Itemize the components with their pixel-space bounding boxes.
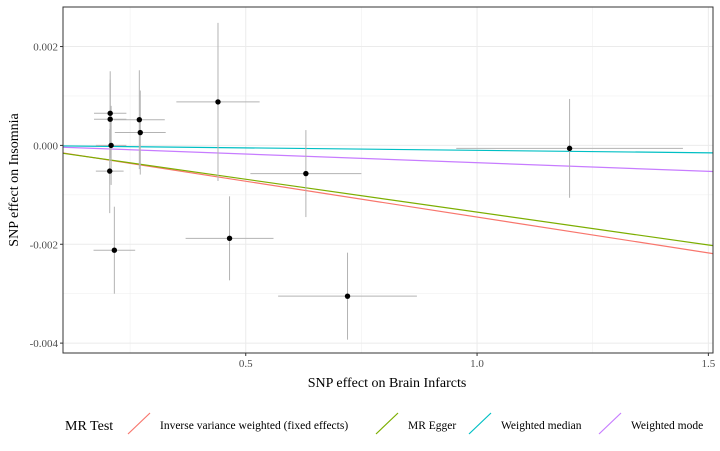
regression-line-1 xyxy=(63,152,713,247)
y-tick-label: 0.002 xyxy=(33,42,58,54)
x-axis-title: SNP effect on Brain Infarcts xyxy=(308,376,467,391)
x-tick-label: 1.0 xyxy=(470,358,484,370)
y-axis-title: SNP effect on Insomnia xyxy=(7,113,22,247)
plot-panel xyxy=(63,7,713,353)
regression-line-3 xyxy=(63,146,713,173)
panel-border-rect xyxy=(62,6,714,354)
legend-key-1 xyxy=(375,412,399,435)
legend-title: MR Test xyxy=(65,419,113,434)
y-tick-label: -0.004 xyxy=(30,338,59,350)
legend: MR Test Inverse variance weighted (fixed… xyxy=(65,412,703,435)
data-point-6 xyxy=(137,129,143,136)
data-point-3 xyxy=(107,168,113,174)
legend-key-3 xyxy=(598,412,622,435)
legend-label-2: Weighted median xyxy=(501,420,582,432)
x-tick-label: 0.5 xyxy=(239,358,253,370)
regression-lines xyxy=(63,145,713,255)
data-point-2 xyxy=(108,142,114,149)
legend-label-1: MR Egger xyxy=(408,420,456,432)
data-point-1 xyxy=(107,116,113,122)
data-point-7 xyxy=(215,99,221,105)
y-tick-label: -0.002 xyxy=(30,239,58,251)
data-point-0 xyxy=(107,110,113,116)
data-point-9 xyxy=(303,170,309,177)
data-point-8 xyxy=(226,235,233,242)
data-point-5 xyxy=(136,116,143,123)
data-point-11 xyxy=(566,145,573,152)
data-point-10 xyxy=(344,293,351,299)
legend-key-2 xyxy=(468,412,492,435)
panel-border xyxy=(62,6,714,354)
grid-lines xyxy=(63,7,713,353)
data-point-4 xyxy=(111,247,118,253)
legend-label-0: Inverse variance weighted (fixed effects… xyxy=(160,420,348,432)
x-tick-label: 1.5 xyxy=(701,358,715,370)
regression-line-2 xyxy=(63,145,713,154)
legend-label-3: Weighted mode xyxy=(631,420,703,432)
panel-background xyxy=(63,7,713,353)
legend-key-0 xyxy=(127,412,151,435)
y-tick-label: 0.000 xyxy=(33,140,58,152)
axes: 0.5 1.0 1.5 -0.004 -0.002 0.000 0.002 xyxy=(30,42,716,370)
regression-line-0 xyxy=(63,152,713,255)
data-points xyxy=(107,99,573,299)
